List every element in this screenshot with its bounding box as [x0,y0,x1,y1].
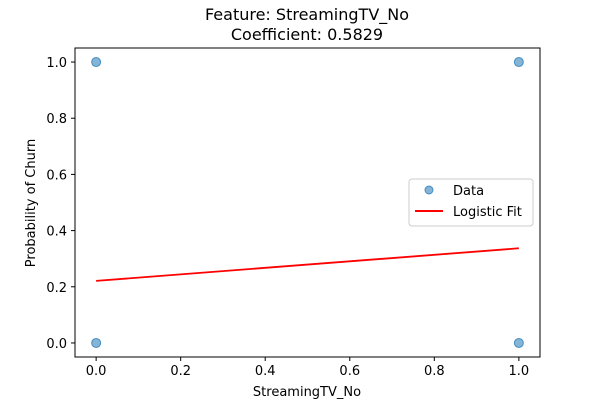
y-tick-label: 0.4 [46,225,67,240]
data-point [513,337,524,348]
legend-box [408,178,534,227]
y-tick-label: 0.6 [46,168,67,183]
legend-label-fit: Logistic Fit [453,205,522,220]
legend-marker-data [424,185,434,195]
y-axis: 0.0 0.2 0.4 0.6 0.8 1.0 [46,56,75,352]
x-tick-label: 0.2 [170,364,191,379]
legend: Data Logistic Fit [408,178,534,227]
x-axis: 0.0 0.2 0.4 0.6 0.8 1.0 [86,357,529,379]
y-tick-label: 0.2 [46,281,67,296]
chart-title: Feature: StreamingTV_No [205,5,409,25]
y-tick-label: 0.8 [46,112,67,127]
y-tick-label: 0.0 [46,337,67,352]
legend-label-data: Data [453,184,484,199]
data-point [91,337,102,348]
x-tick-label: 1.0 [509,364,530,379]
x-tick-label: 0.0 [86,364,107,379]
x-tick-label: 0.6 [339,364,360,379]
plot-frame [74,47,541,358]
logistic-fit-layer [96,247,519,282]
data-points-layer [91,57,524,348]
x-tick-label: 0.8 [424,364,445,379]
data-point [513,57,524,68]
chart-subtitle: Coefficient: 0.5829 [231,25,383,44]
logistic-fit-line [96,247,519,282]
data-point [91,57,102,68]
x-tick-label: 0.4 [255,364,276,379]
y-axis-label: Probability of Churn [24,139,39,267]
y-tick-label: 1.0 [46,56,67,71]
x-axis-label: StreamingTV_No [253,385,361,400]
